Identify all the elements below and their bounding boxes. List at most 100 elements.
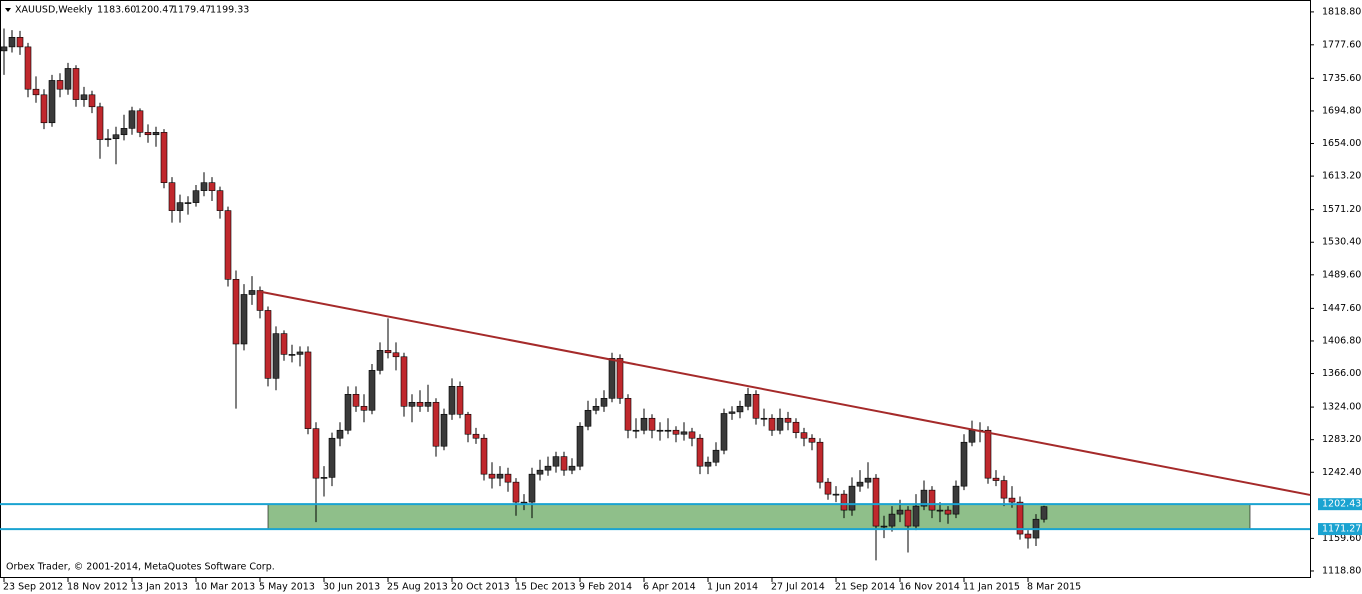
x-tick-label: 6 Apr 2014 [643,582,696,593]
candle-body [600,397,608,407]
candle-body [0,46,8,52]
candle-body [944,509,952,515]
candle-body [672,429,680,435]
y-tick-label: 1242.40 [1322,467,1361,478]
candle-body [168,182,176,211]
candle-body [936,509,944,512]
candle-body [832,493,840,496]
candle-body [224,210,232,280]
level-label-box [1318,523,1362,536]
candle-body [336,429,344,439]
candle-body [512,481,520,503]
candle-body [752,394,760,419]
candle-body [592,405,600,411]
candle-body [792,421,800,433]
candle-body [392,352,400,358]
candle-body [696,437,704,467]
candle-body [632,429,640,432]
candle-body [712,449,720,463]
candle-body [400,356,408,407]
x-tick-label: 18 Nov 2012 [67,582,128,593]
level-label: 1202.43 [1322,499,1361,510]
candle-body [112,134,120,140]
candle-body [432,401,440,447]
candle-body [72,68,80,100]
candle-body [128,110,136,129]
candle-body [480,437,488,475]
x-tick-label: 5 May 2013 [259,582,315,593]
candle-body [232,278,240,345]
candle-body [144,132,152,136]
candle-body [744,394,752,407]
candle-body [840,493,848,511]
candle-body [416,401,424,407]
candle-body [544,465,552,471]
candle-body [1008,497,1016,503]
copyright: Orbex Trader, © 2001-2014, MetaQuotes So… [6,562,275,573]
candle-body [680,431,688,435]
candle-body [568,465,576,471]
menu-arrow[interactable] [5,8,11,12]
x-tick-label: 27 Jul 2014 [771,582,825,593]
candle-body [848,485,856,511]
candle-body [656,429,664,432]
high-price: 1200.47 [135,5,174,16]
candle-body [920,489,928,507]
y-tick-label: 1694.80 [1322,105,1361,116]
candle-body [88,94,96,108]
x-tick-label: 30 Jun 2013 [323,582,380,593]
candle-body [504,473,512,483]
candle-body [520,501,528,504]
y-tick-label: 1735.60 [1322,73,1361,84]
level-label: 1171.27 [1322,524,1361,535]
candle-body [472,433,480,439]
candle-body [912,505,920,527]
y-tick-label: 1406.80 [1322,335,1361,346]
candle-body [408,401,416,407]
x-tick-label: 16 Nov 2014 [899,582,960,593]
candle-body [312,428,320,479]
candle-body [216,190,224,211]
candle-body [760,417,768,420]
candle-body [360,405,368,411]
y-tick-label: 1118.80 [1322,565,1361,576]
candle-body [296,351,304,355]
candle-body [32,88,40,96]
y-tick-label: 1777.60 [1322,39,1361,50]
candle-body [320,477,328,479]
candle-body [992,477,1000,481]
candle-body [968,429,976,443]
candle-body [456,386,464,415]
candle-body [200,182,208,191]
y-tick-label: 1283.20 [1322,434,1361,445]
candle-body [688,431,696,439]
candle-body [856,481,864,487]
candle-body [880,525,888,528]
plot-frame [0,0,1311,578]
candle-body [816,441,824,483]
candle-body [48,80,56,124]
candle-body [720,413,728,451]
candle-body [240,294,248,345]
low-price: 1179.47 [172,5,211,16]
candle-body [776,417,784,431]
candle-body [904,509,912,527]
x-tick-label: 21 Sep 2014 [835,582,895,593]
candle-body [208,182,216,191]
candle-body [488,473,496,479]
x-tick-label: 10 Mar 2013 [195,582,255,593]
candle-body [808,437,816,443]
candle-body [1024,533,1032,539]
candle-body [768,417,776,431]
x-tick-label: 11 Jan 2015 [963,582,1020,593]
y-tick-label: 1447.60 [1322,303,1361,314]
candle-body [664,429,672,432]
candle-body [440,413,448,447]
trendline [257,290,1311,496]
candle-body [384,350,392,354]
candle-body [248,290,256,295]
candle-body [464,413,472,435]
y-tick-label: 1530.40 [1322,237,1361,248]
candle-body [552,456,560,467]
candle-body [152,132,160,136]
